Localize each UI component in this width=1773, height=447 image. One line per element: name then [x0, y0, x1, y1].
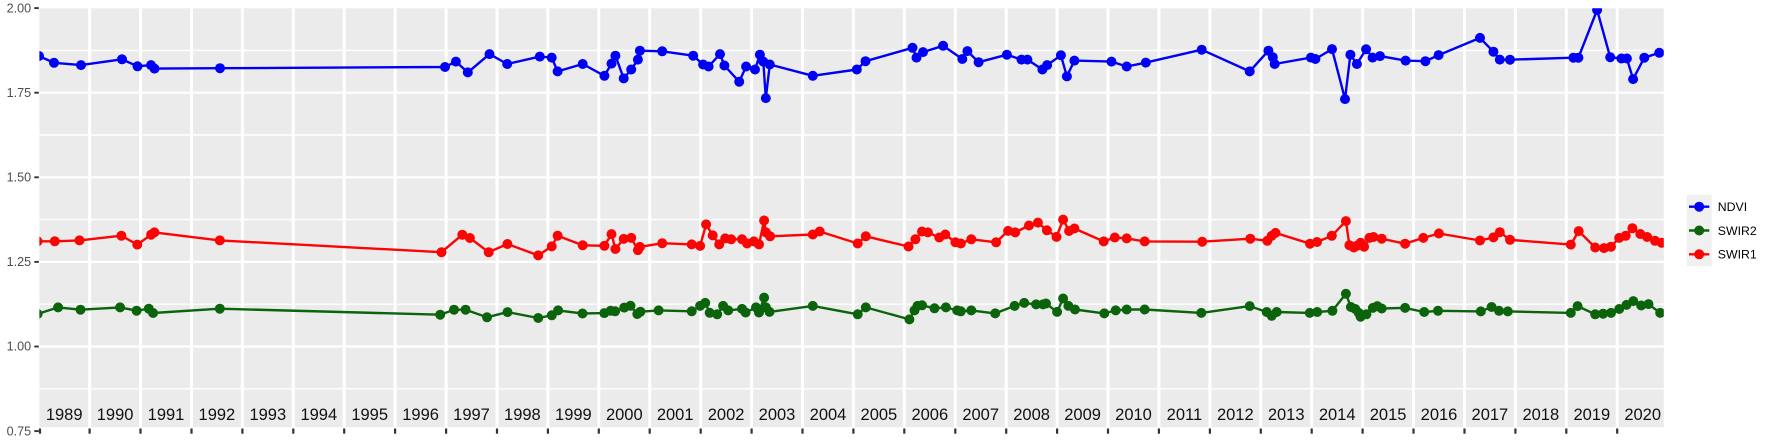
svg-text:2020: 2020 [1624, 406, 1661, 424]
svg-text:1993: 1993 [249, 406, 286, 424]
svg-text:2002: 2002 [708, 406, 745, 424]
svg-text:2.00: 2.00 [7, 1, 32, 15]
svg-text:2004: 2004 [810, 406, 847, 424]
svg-text:2019: 2019 [1573, 406, 1610, 424]
svg-text:2015: 2015 [1370, 406, 1407, 424]
svg-text:2014: 2014 [1319, 406, 1356, 424]
svg-text:2006: 2006 [911, 406, 948, 424]
svg-text:2016: 2016 [1421, 406, 1458, 424]
svg-text:1992: 1992 [199, 406, 236, 424]
svg-text:1.75: 1.75 [7, 86, 32, 100]
svg-text:1990: 1990 [97, 406, 134, 424]
svg-text:2009: 2009 [1064, 406, 1101, 424]
svg-text:1998: 1998 [504, 406, 541, 424]
svg-text:1.00: 1.00 [7, 340, 32, 354]
svg-text:2018: 2018 [1522, 406, 1559, 424]
svg-text:1997: 1997 [453, 406, 490, 424]
svg-text:2000: 2000 [606, 406, 643, 424]
svg-text:1.50: 1.50 [7, 171, 32, 185]
svg-text:1994: 1994 [300, 406, 337, 424]
svg-text:2003: 2003 [759, 406, 796, 424]
svg-text:2008: 2008 [1013, 406, 1050, 424]
svg-text:1996: 1996 [402, 406, 439, 424]
svg-text:2011: 2011 [1167, 406, 1202, 424]
svg-text:2005: 2005 [861, 406, 898, 424]
svg-text:2017: 2017 [1472, 406, 1509, 424]
svg-text:1999: 1999 [555, 406, 592, 424]
svg-text:NDVI: NDVI [1718, 200, 1747, 214]
svg-text:2001: 2001 [657, 406, 694, 424]
svg-text:2010: 2010 [1115, 406, 1152, 424]
svg-text:SWIR1: SWIR1 [1718, 248, 1757, 262]
svg-text:SWIR2: SWIR2 [1718, 224, 1757, 238]
svg-text:1991: 1991 [148, 406, 185, 424]
svg-text:1989: 1989 [46, 406, 83, 424]
svg-text:1.25: 1.25 [7, 255, 32, 269]
svg-text:0.75: 0.75 [7, 424, 32, 438]
svg-text:2013: 2013 [1268, 406, 1305, 424]
svg-text:2012: 2012 [1217, 406, 1254, 424]
svg-text:2007: 2007 [962, 406, 999, 424]
svg-text:1995: 1995 [351, 406, 388, 424]
